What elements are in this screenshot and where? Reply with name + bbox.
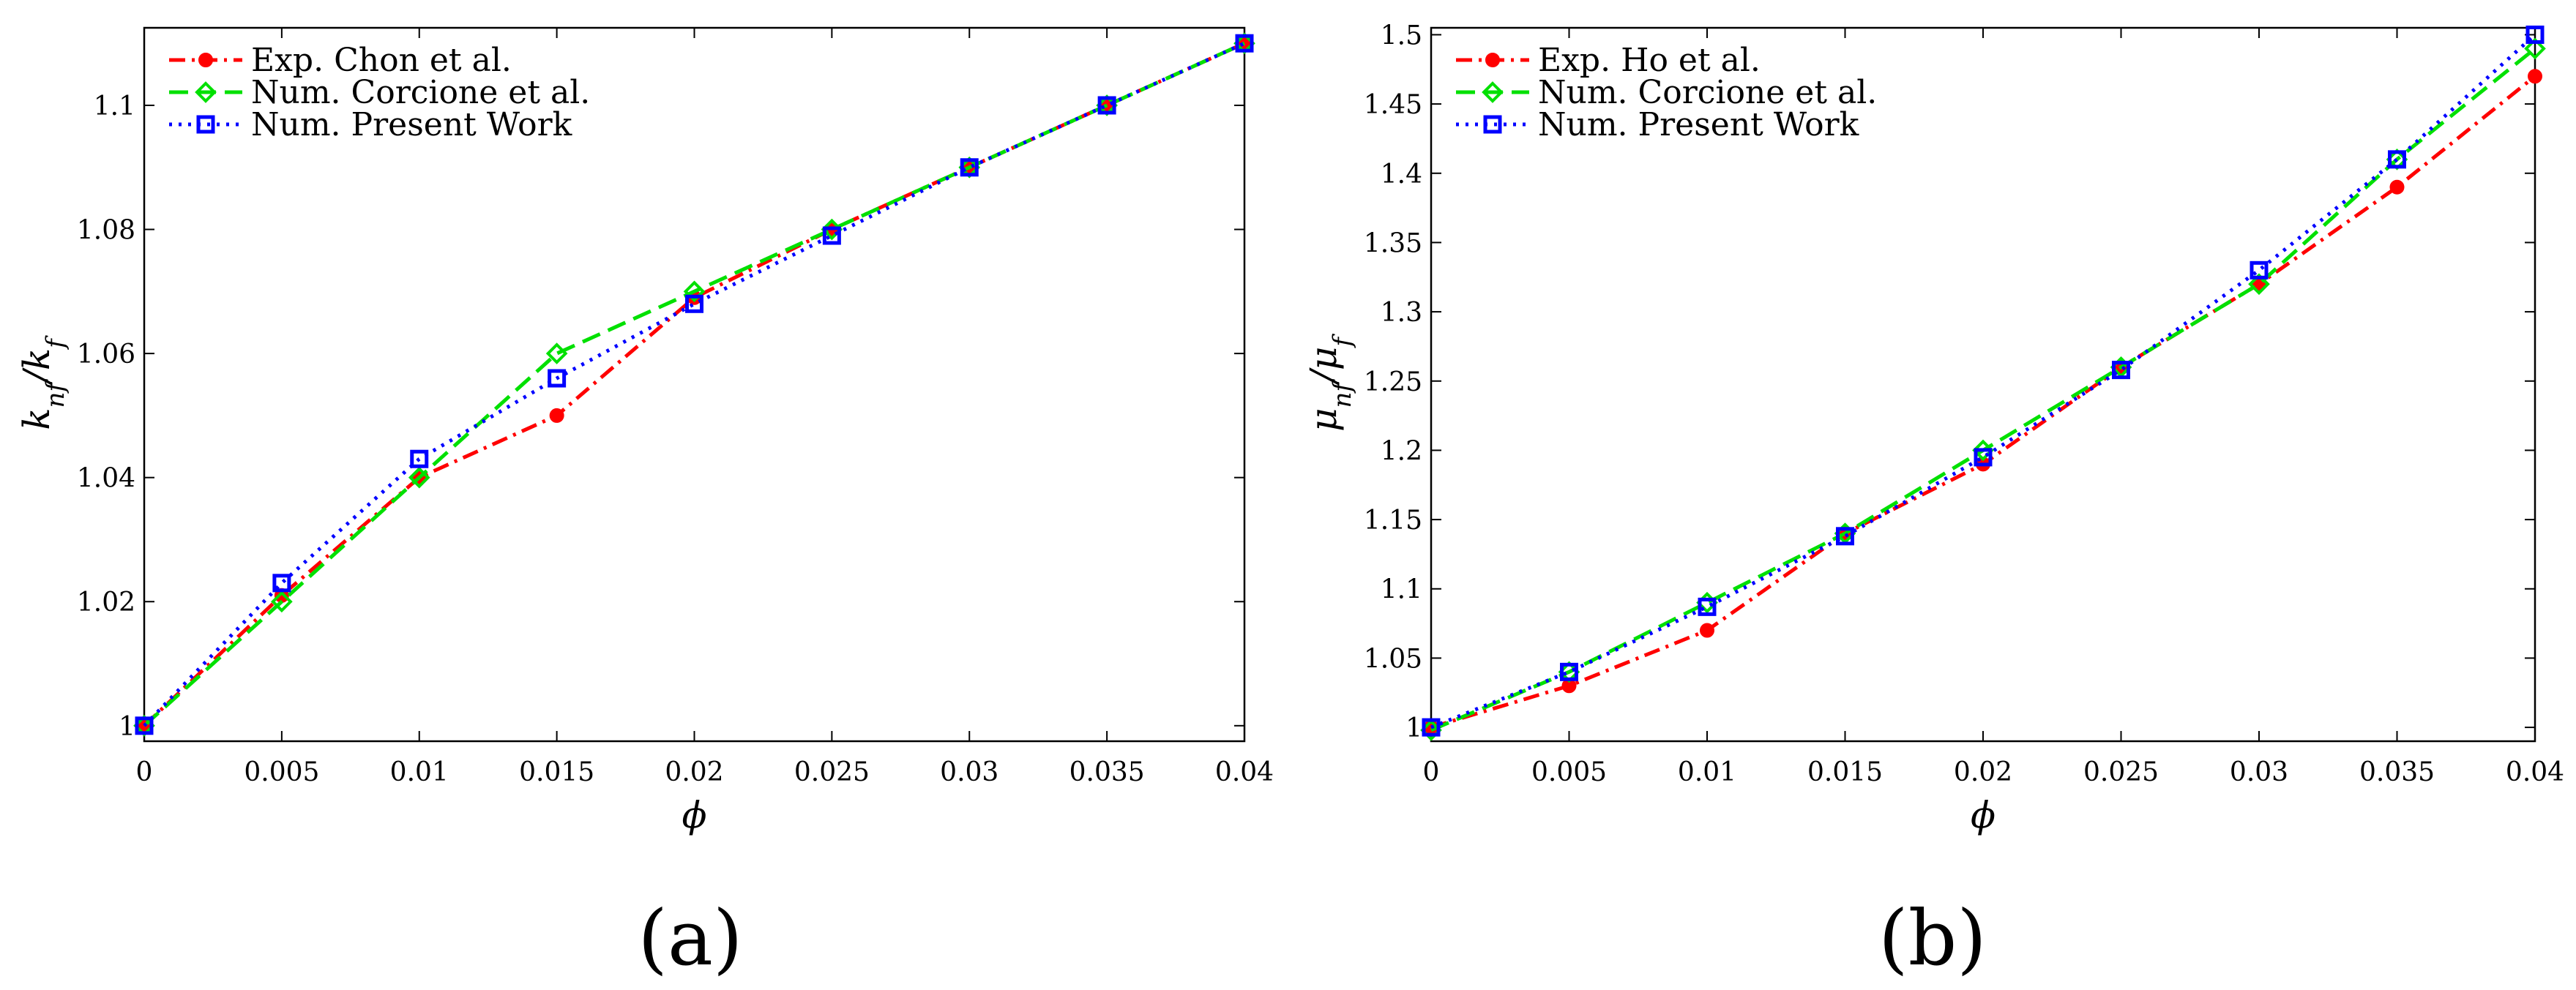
- series-3-point: [1560, 662, 1578, 681]
- legend-entry-2: Num. Corcione et al.: [251, 74, 590, 111]
- series-1-point: [549, 408, 564, 423]
- series-3-point: [272, 574, 291, 593]
- x-tick-label: 0.04: [2506, 757, 2564, 787]
- y-tick-label: 1.1: [1381, 575, 1422, 605]
- x-tick-label: 0.02: [665, 757, 723, 787]
- series-line-1: [1430, 75, 2536, 730]
- series-2-point: [2524, 37, 2546, 60]
- series-2-point: [271, 590, 293, 613]
- y-tick-label: 1.4: [1381, 160, 1422, 190]
- series-3-point: [1974, 448, 1993, 467]
- series-2-point: [408, 466, 430, 489]
- series-3-point: [2112, 361, 2130, 380]
- series-3-point: [822, 226, 841, 245]
- x-tick-label: 0.015: [519, 757, 594, 787]
- x-tick-label: 0.005: [1531, 757, 1607, 787]
- panel-label-a: (a): [638, 893, 742, 983]
- x-tick-label: 0.02: [1954, 757, 2012, 787]
- series-line-2: [143, 41, 1246, 727]
- series-line-3: [1430, 33, 2536, 730]
- x-tick-label: 0.015: [1807, 757, 1883, 787]
- legend-entry-3: Num. Present Work: [1538, 106, 1859, 143]
- legend-entry-1: Exp. Chon et al.: [251, 42, 512, 79]
- legend-marker-3: [1483, 115, 1502, 134]
- y-tick-label: 1.5: [1381, 20, 1422, 50]
- y-tick-label: 1.05: [1364, 644, 1422, 674]
- y-tick-label: 1.45: [1364, 90, 1422, 120]
- series-3-point: [1235, 34, 1254, 53]
- legend-marker-2: [195, 81, 217, 103]
- series-3-point: [1422, 718, 1441, 737]
- y-tick-label: 1.2: [1381, 436, 1422, 466]
- y-tick-label: 1.04: [77, 464, 135, 494]
- panel-label-b: (b): [1878, 893, 1987, 983]
- series-3-point: [2525, 25, 2545, 44]
- y-tick-label: 1: [1405, 713, 1422, 743]
- series-1-point: [2389, 179, 2405, 195]
- series-2-point: [683, 280, 706, 303]
- legend-entry-3: Num. Present Work: [251, 106, 572, 143]
- x-tick-label: 0.03: [940, 757, 998, 787]
- x-tick-label: 0.005: [244, 757, 319, 787]
- x-tick-label: 0.01: [1678, 757, 1736, 787]
- series-3-point: [1836, 527, 1854, 546]
- y-tick-label: 1: [119, 712, 135, 742]
- y-axis-label: μnf/μf: [1302, 334, 1357, 432]
- legend-marker-1: [198, 53, 213, 67]
- y-tick-label: 1.02: [77, 588, 135, 618]
- legend-entry-2: Num. Corcione et al.: [1538, 74, 1877, 111]
- legend-entry-1: Exp. Ho et al.: [1538, 42, 1761, 79]
- series-3-point: [2388, 150, 2406, 169]
- x-tick-label: 0.025: [794, 757, 870, 787]
- series-line-2: [1430, 47, 2536, 732]
- series-3-point: [1698, 597, 1717, 616]
- y-tick-label: 1.3: [1381, 298, 1422, 328]
- series-3-point: [2250, 260, 2269, 280]
- x-tick-label: 0.035: [1069, 757, 1145, 787]
- series-1-point: [2528, 69, 2542, 84]
- series-3-point: [410, 449, 429, 468]
- x-axis-label: ϕ: [1971, 794, 1996, 836]
- series-1-point: [1700, 623, 1714, 638]
- y-tick-label: 1.08: [77, 216, 135, 246]
- y-tick-label: 1.15: [1364, 506, 1422, 536]
- series-2-point: [545, 342, 568, 364]
- series-2-point: [1972, 439, 1994, 462]
- x-tick-label: 0: [1423, 757, 1440, 787]
- x-tick-label: 0.03: [2230, 757, 2288, 787]
- series-3-point: [1097, 96, 1116, 115]
- legend-marker-2: [1482, 81, 1504, 103]
- legend-marker-1: [1485, 53, 1500, 67]
- x-tick-label: 0.04: [1215, 757, 1274, 787]
- y-tick-label: 1.06: [77, 340, 135, 370]
- series-3-point: [548, 369, 567, 388]
- x-axis-label: ϕ: [682, 794, 706, 836]
- x-tick-label: 0.01: [390, 757, 449, 787]
- x-tick-label: 0.035: [2359, 757, 2435, 787]
- legend-marker-3: [196, 115, 215, 134]
- x-tick-label: 0.025: [2083, 757, 2159, 787]
- y-axis-label: knf/kf: [15, 335, 70, 430]
- x-tick-label: 0: [136, 757, 153, 787]
- chart-a: 0 0.005 0.01 0.015 0.02 0.025 0.03 0.035 0.04 1 1.…: [15, 26, 1274, 836]
- series-3-point: [960, 158, 979, 177]
- series-3-point: [685, 294, 703, 313]
- series-3-point: [135, 716, 154, 735]
- y-tick-label: 1.25: [1364, 367, 1422, 397]
- chart-b: 0 0.005 0.01 0.015 0.02 0.025 0.03 0.035 0.04 1 1.…: [1302, 20, 2564, 836]
- series-line-1: [143, 41, 1246, 727]
- series-2-point: [2248, 273, 2270, 296]
- series-line-3: [143, 41, 1246, 727]
- y-tick-label: 1.35: [1364, 228, 1422, 258]
- y-tick-label: 1.1: [94, 91, 135, 121]
